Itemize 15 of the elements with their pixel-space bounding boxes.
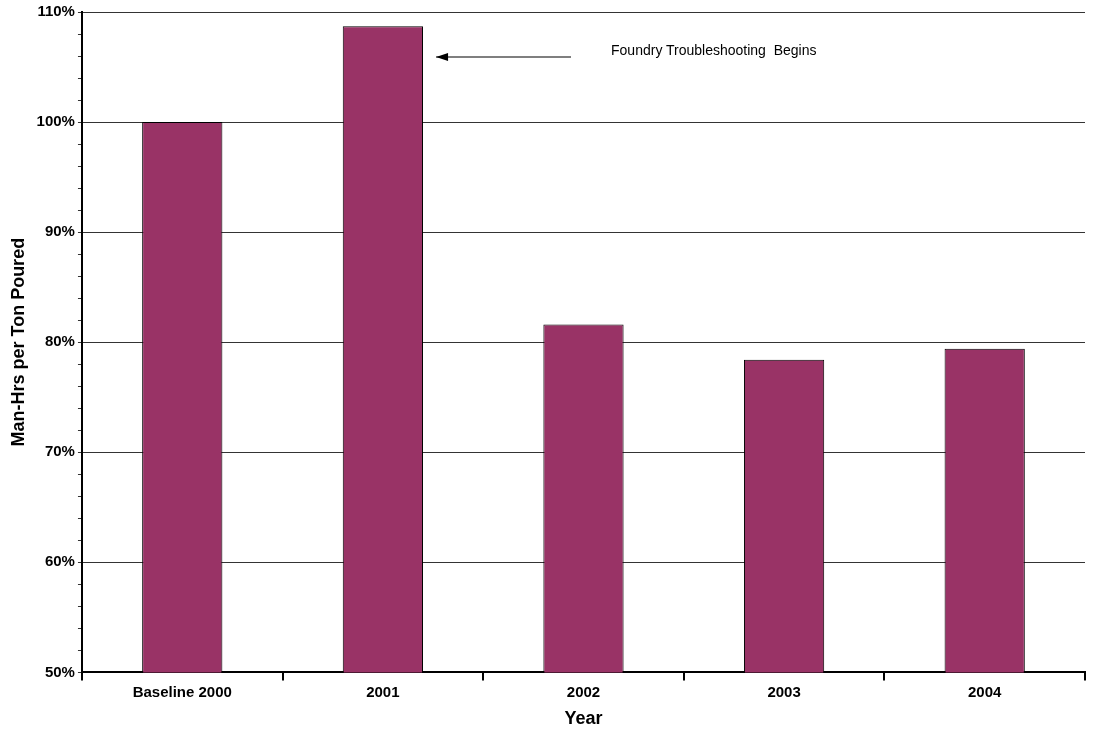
- y-tick-label: 70%: [44, 442, 75, 460]
- y-tick-label: 50%: [44, 662, 75, 680]
- y-tick-label: 110%: [37, 2, 75, 20]
- y-tick-label: 100%: [36, 112, 75, 130]
- annotation: Foundry Troubleshooting Begins: [611, 41, 817, 58]
- x-tick-label: 2001: [366, 682, 400, 700]
- y-tick-label: 90%: [44, 222, 75, 240]
- x-tick-label: 2002: [566, 682, 601, 700]
- x-tick-label: Baseline 2000: [132, 682, 232, 700]
- y-tick-label: 80%: [44, 332, 75, 350]
- x-axis-title: Year: [564, 708, 603, 729]
- x-tick-label: 2003: [767, 682, 801, 700]
- x-tick-label: 2004: [968, 682, 1003, 700]
- y-axis-title: Man-Hrs per Ton Poured: [7, 237, 28, 447]
- y-tick-label: 60%: [44, 552, 75, 570]
